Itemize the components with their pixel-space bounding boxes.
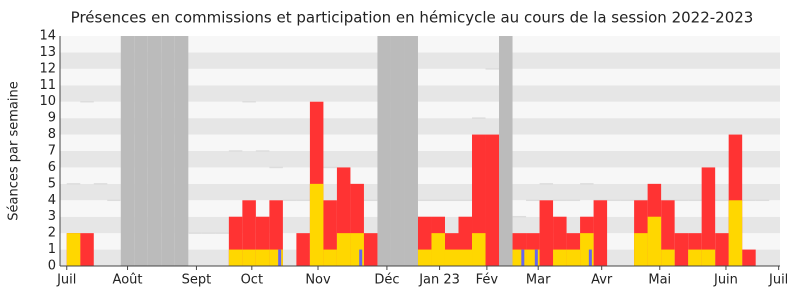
vacation-band (147, 36, 162, 266)
thin-bar (588, 249, 592, 266)
vacation-band (174, 36, 189, 266)
bar (431, 233, 445, 266)
y-tick-label: 0 (48, 259, 56, 274)
bar (80, 233, 94, 266)
bar (323, 249, 337, 266)
x-tick-label: Mar (526, 273, 551, 288)
grid-stripe (60, 167, 780, 184)
x-tick-label: Août (113, 273, 143, 288)
bar (701, 249, 716, 266)
y-tick-label: 3 (48, 209, 56, 224)
thin-bar (359, 249, 363, 266)
x-tick-label: Avr (591, 273, 613, 288)
grid-stripe (60, 183, 780, 201)
bar (688, 249, 702, 266)
bar (296, 233, 310, 266)
x-tick-label: Déc (374, 273, 399, 288)
y-tick-label: 11 (39, 78, 56, 93)
x-tick-label: Nov (305, 273, 331, 288)
y-tick-label: 13 (39, 45, 56, 60)
y-tick-label: 1 (48, 242, 56, 257)
bar (458, 249, 473, 266)
vacation-band (161, 36, 175, 266)
x-tick-label: Juil (768, 273, 788, 288)
y-tick-label: 8 (48, 127, 56, 142)
grid-stripe (60, 118, 780, 135)
bar (255, 249, 270, 266)
x-tick-label: Oct (241, 273, 263, 288)
bar (242, 249, 256, 266)
bar (728, 200, 743, 266)
vacation-band (404, 36, 418, 266)
x-tick-label: Jan 23 (418, 273, 460, 288)
bar (309, 183, 324, 266)
bar (363, 233, 378, 266)
bar (417, 249, 432, 266)
vacation-band (499, 36, 513, 266)
bar (472, 233, 486, 266)
grid-stripe (60, 68, 780, 86)
x-tick-label: Fév (476, 273, 499, 288)
y-tick-label: 2 (48, 226, 56, 241)
grid-stripe (60, 85, 780, 102)
grid-stripe (60, 134, 780, 151)
bar (539, 200, 554, 266)
y-tick-label: 4 (48, 193, 56, 208)
y-tick-label: 6 (48, 160, 56, 175)
bar (647, 216, 662, 266)
x-tick-label: Mai (648, 273, 671, 288)
bar (553, 249, 567, 266)
grid-stripe (60, 101, 780, 119)
bar (701, 167, 716, 266)
y-tick-label: 14 (39, 29, 56, 44)
thin-bar (521, 249, 525, 266)
bar (66, 233, 81, 266)
bar (742, 249, 756, 266)
bar (444, 249, 459, 266)
bar (715, 233, 729, 266)
vacation-band (134, 36, 148, 266)
bar (593, 200, 608, 266)
chart-title: Présences en commissions et participatio… (71, 9, 754, 27)
vacation-band (377, 36, 391, 266)
bar (661, 249, 675, 266)
bar (634, 233, 648, 266)
grid-stripe (60, 36, 780, 53)
y-tick-label: 12 (39, 61, 56, 76)
grid-stripe (60, 52, 780, 69)
y-axis-label: Séances par semaine (7, 81, 22, 220)
x-tick-label: Juin (713, 273, 738, 288)
y-tick-label: 9 (48, 111, 56, 126)
y-tick-label: 7 (48, 144, 56, 159)
thin-bar (534, 249, 538, 266)
bar (566, 249, 581, 266)
grid-stripe (60, 151, 780, 168)
vacation-band (390, 36, 405, 266)
bar (228, 249, 243, 266)
vacation-band (120, 36, 135, 266)
bar (336, 233, 351, 266)
x-tick-label: Juil (56, 273, 76, 288)
y-tick-label: 10 (39, 94, 56, 109)
bar (485, 134, 500, 266)
thin-bar (278, 249, 282, 266)
bar (674, 233, 689, 266)
y-tick-label: 5 (48, 176, 56, 191)
x-tick-label: Sept (182, 273, 212, 288)
